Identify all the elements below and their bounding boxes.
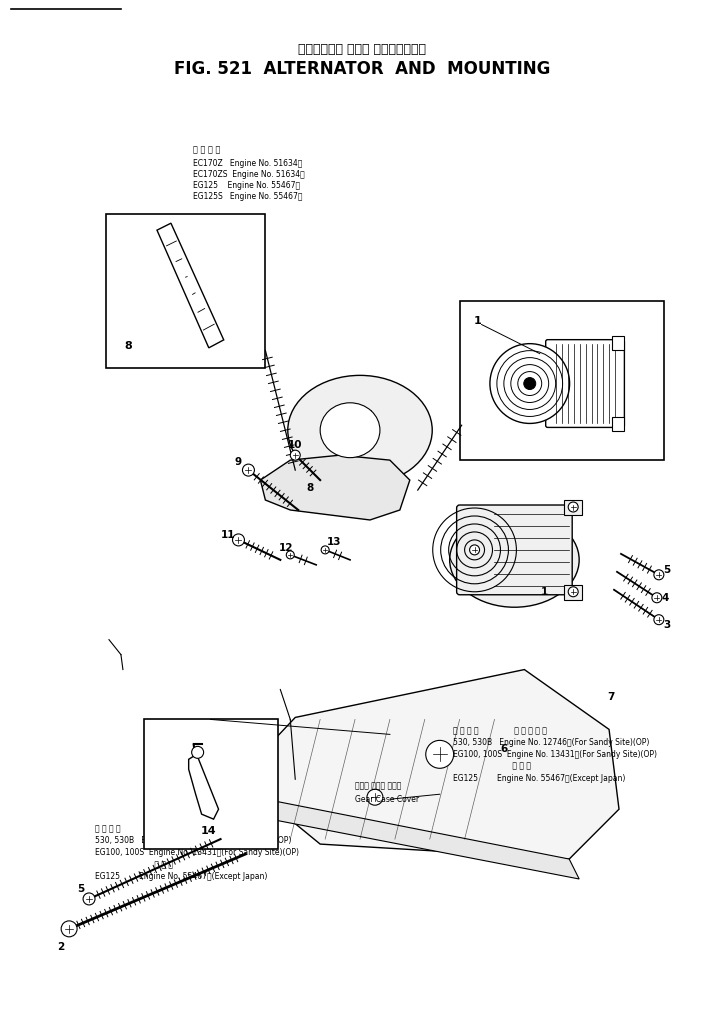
- Text: 適 用 号 機: 適 用 号 機: [193, 146, 220, 155]
- Text: 5: 5: [663, 565, 671, 575]
- Circle shape: [367, 790, 383, 805]
- Text: 1: 1: [473, 316, 481, 325]
- Bar: [460, 301, 664, 461]
- Bar: [106, 214, 265, 369]
- FancyBboxPatch shape: [457, 505, 572, 595]
- Circle shape: [286, 551, 294, 558]
- Circle shape: [191, 746, 204, 758]
- Circle shape: [568, 587, 578, 597]
- Text: ギヤー ケース カバー: ギヤー ケース カバー: [355, 782, 402, 791]
- Text: 2: 2: [57, 942, 65, 952]
- Text: 14: 14: [201, 826, 216, 837]
- Circle shape: [470, 545, 479, 555]
- Polygon shape: [188, 754, 218, 819]
- Text: 530, 530B   Engine No. 12746～(For Sandy Site)(OP): 530, 530B Engine No. 12746～(For Sandy Si…: [95, 837, 291, 846]
- Text: 13: 13: [327, 537, 341, 547]
- Bar: [613, 418, 624, 431]
- Text: 4: 4: [661, 593, 668, 603]
- Circle shape: [242, 464, 254, 476]
- Text: 1: 1: [541, 587, 548, 597]
- Bar: [613, 335, 624, 350]
- Text: EG125    Engine No. 55467～: EG125 Engine No. 55467～: [193, 180, 300, 190]
- Polygon shape: [260, 669, 619, 859]
- Polygon shape: [265, 799, 579, 879]
- Circle shape: [290, 450, 300, 461]
- Text: 適 用 号 機               砂 塵 地 仕 様: 適 用 号 機 砂 塵 地 仕 様: [95, 824, 189, 834]
- Text: EC170ZS  Engine No. 51634～: EC170ZS Engine No. 51634～: [193, 169, 304, 178]
- Text: 7: 7: [608, 693, 615, 702]
- Text: 海 外 向: 海 外 向: [95, 860, 173, 869]
- Text: 9: 9: [235, 458, 242, 467]
- Text: EG125S   Engine No. 55467～: EG125S Engine No. 55467～: [193, 192, 302, 201]
- Circle shape: [568, 502, 578, 512]
- Text: 適 用 号 機               砂 塵 地 仕 様: 適 用 号 機 砂 塵 地 仕 様: [453, 726, 547, 735]
- Polygon shape: [157, 223, 224, 347]
- Text: 3: 3: [663, 620, 671, 630]
- Circle shape: [654, 614, 664, 625]
- Circle shape: [652, 593, 662, 603]
- Text: Gear Case Cover: Gear Case Cover: [355, 795, 419, 804]
- Circle shape: [426, 741, 454, 768]
- Bar: [564, 500, 582, 515]
- Circle shape: [321, 546, 329, 554]
- Text: EG100, 100S  Engine No. 13431～(For Sandy Site)(OP): EG100, 100S Engine No. 13431～(For Sandy …: [95, 849, 299, 857]
- Circle shape: [490, 343, 570, 424]
- Polygon shape: [260, 455, 410, 520]
- Text: EG125        Engine No. 55467～(Except Japan): EG125 Engine No. 55467～(Except Japan): [95, 872, 268, 881]
- Circle shape: [233, 534, 244, 546]
- Circle shape: [83, 893, 95, 905]
- Text: EG125        Engine No. 55467～(Except Japan): EG125 Engine No. 55467～(Except Japan): [453, 773, 625, 783]
- Text: 海 外 向: 海 外 向: [453, 762, 531, 770]
- Text: 12: 12: [279, 543, 294, 553]
- Text: 8: 8: [307, 483, 314, 493]
- Text: EC170Z   Engine No. 51634～: EC170Z Engine No. 51634～: [193, 159, 302, 168]
- Text: 10: 10: [288, 440, 302, 450]
- Text: 5: 5: [78, 883, 85, 894]
- Text: FIG. 521  ALTERNATOR  AND  MOUNTING: FIG. 521 ALTERNATOR AND MOUNTING: [174, 60, 550, 78]
- Ellipse shape: [450, 513, 579, 607]
- Ellipse shape: [320, 403, 380, 458]
- Text: 8: 8: [124, 341, 132, 352]
- FancyBboxPatch shape: [546, 339, 624, 427]
- Bar: [564, 585, 582, 600]
- Text: 11: 11: [221, 530, 236, 540]
- Text: 6: 6: [501, 744, 508, 754]
- Text: オルタネータ および マウンティング: オルタネータ および マウンティング: [298, 43, 426, 56]
- Text: EG100, 100S  Engine No. 13431～(For Sandy Site)(OP): EG100, 100S Engine No. 13431～(For Sandy …: [453, 750, 657, 759]
- Circle shape: [523, 378, 536, 389]
- Circle shape: [654, 570, 664, 580]
- Text: 530, 530B   Engine No. 12746～(For Sandy Site)(OP): 530, 530B Engine No. 12746～(For Sandy Si…: [453, 738, 649, 747]
- Ellipse shape: [288, 375, 432, 485]
- Bar: [144, 719, 278, 849]
- Circle shape: [61, 921, 77, 936]
